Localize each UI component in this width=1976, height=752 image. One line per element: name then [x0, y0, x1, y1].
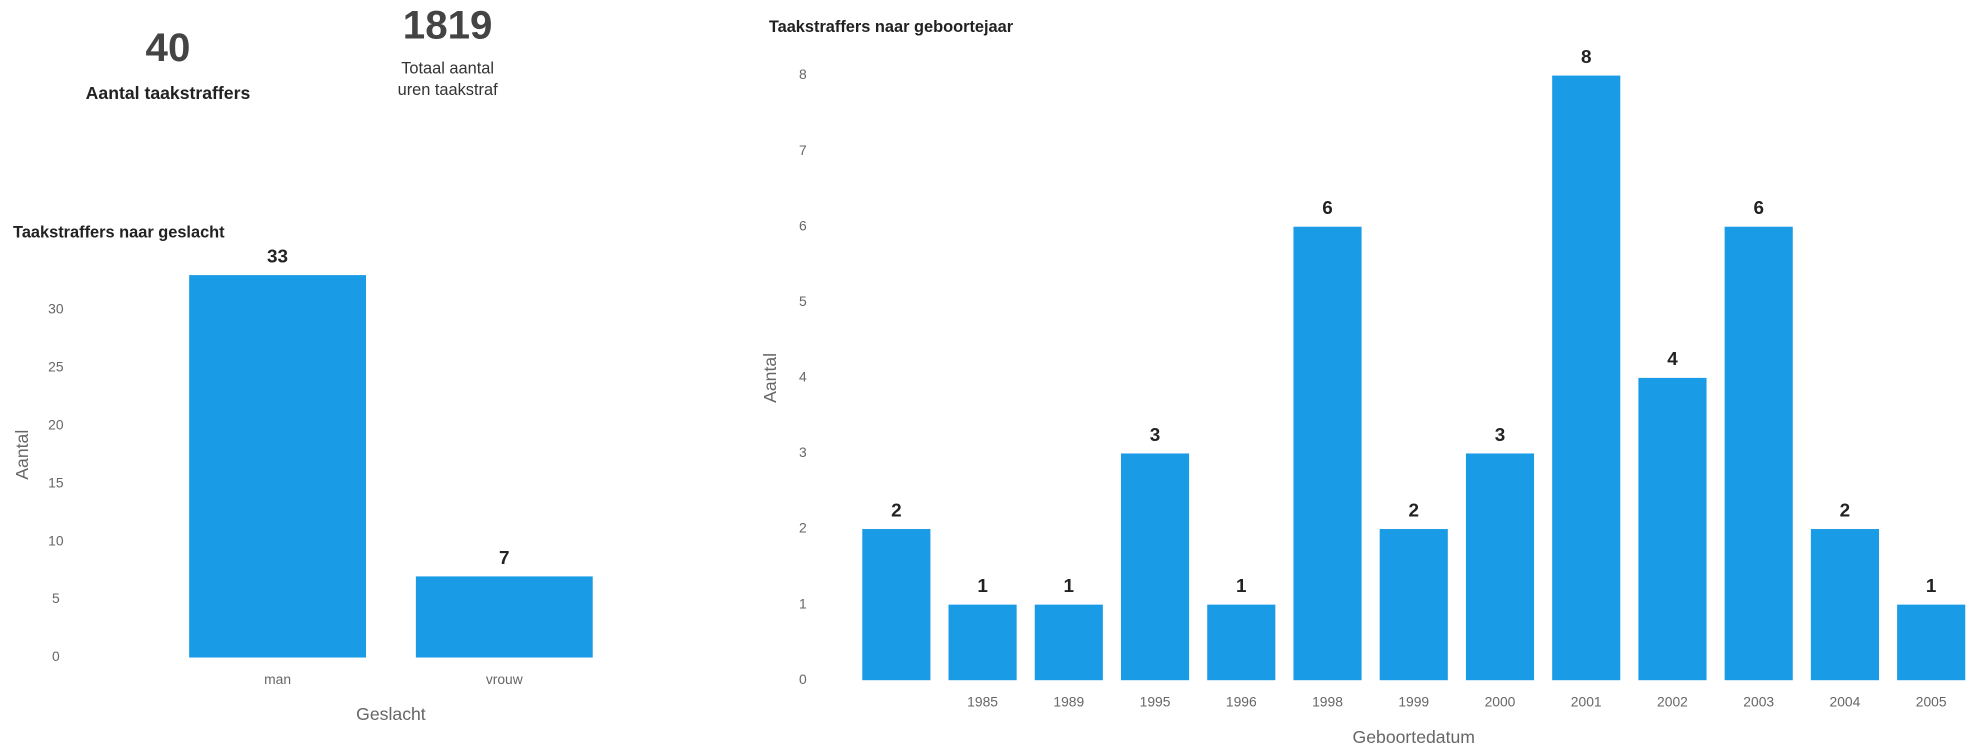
y-axis-title: Aantal [760, 353, 780, 403]
x-tick-label: 2003 [1743, 694, 1774, 710]
x-tick-label: 1999 [1398, 694, 1429, 710]
y-axis-title: Aantal [12, 430, 32, 480]
data-label: 1 [1236, 576, 1247, 597]
y-tick-label: 8 [799, 66, 807, 82]
y-tick-label: 0 [52, 648, 60, 664]
y-tick-label: 30 [48, 301, 64, 317]
data-label: 3 [1150, 425, 1160, 446]
bar [1293, 226, 1362, 681]
y-tick-label: 7 [799, 142, 807, 158]
x-tick-label: 2005 [1916, 694, 1947, 710]
y-tick-label: 0 [799, 671, 807, 687]
data-label: 3 [1495, 425, 1506, 446]
bar [1638, 377, 1707, 681]
bar [1379, 529, 1448, 681]
data-label: 7 [499, 548, 510, 569]
data-label: 8 [1581, 47, 1592, 68]
bar [1724, 226, 1793, 681]
bar [1552, 75, 1621, 681]
bar [1810, 529, 1880, 681]
data-label: 6 [1322, 198, 1333, 219]
bar [1120, 453, 1190, 681]
bar [1207, 604, 1276, 681]
data-label: 33 [267, 246, 288, 267]
y-tick-label: 3 [799, 444, 807, 460]
chart-title: Taakstraffers naar geslacht [13, 223, 225, 241]
x-tick-label: 2004 [1830, 694, 1861, 710]
y-tick-label: 5 [799, 293, 807, 309]
bar [1897, 604, 1966, 681]
x-tick-label: 1995 [1140, 694, 1171, 710]
x-tick-label: 1989 [1053, 694, 1084, 710]
x-tick-label: vrouw [486, 671, 524, 687]
x-axis-title: Geslacht [356, 704, 426, 724]
kpi-label: Totaal aantal [401, 60, 494, 78]
data-label: 2 [1840, 500, 1851, 521]
y-tick-label: 20 [48, 416, 64, 432]
kpi-label: uren taakstraf [398, 81, 498, 99]
data-label: 1 [977, 576, 987, 597]
x-tick-label: 1985 [967, 694, 998, 710]
data-label: 1 [1064, 576, 1075, 597]
x-tick-label: man [264, 671, 291, 687]
y-tick-label: 2 [799, 520, 807, 536]
bar [1034, 604, 1103, 681]
y-tick-label: 25 [48, 358, 64, 374]
y-tick-label: 1 [799, 595, 807, 611]
kpi-value: 1819 [403, 2, 493, 47]
y-tick-label: 4 [799, 369, 807, 385]
x-axis-title: Geboortedatum [1353, 727, 1475, 747]
y-tick-label: 6 [799, 217, 807, 233]
x-tick-label: 1998 [1312, 694, 1343, 710]
y-tick-label: 15 [48, 474, 64, 490]
data-label: 1 [1926, 576, 1937, 597]
data-label: 4 [1667, 349, 1678, 370]
x-tick-label: 2002 [1657, 694, 1688, 710]
x-tick-label: 1996 [1226, 694, 1257, 710]
kpi-label: Aantal taakstraffers [86, 83, 251, 103]
data-label: 2 [1409, 500, 1420, 521]
data-label: 2 [891, 500, 901, 521]
data-label: 6 [1753, 198, 1764, 219]
bar [1465, 453, 1535, 681]
chart-title: Taakstraffers naar geboortejaar [769, 18, 1014, 36]
x-tick-label: 2000 [1485, 694, 1516, 710]
bar [189, 275, 366, 658]
bar [948, 604, 1017, 681]
x-tick-label: 2001 [1571, 694, 1602, 710]
y-tick-label: 5 [52, 590, 60, 606]
y-tick-label: 10 [48, 532, 64, 548]
bar [862, 529, 931, 681]
bar [415, 576, 593, 658]
kpi-value: 40 [146, 25, 191, 70]
